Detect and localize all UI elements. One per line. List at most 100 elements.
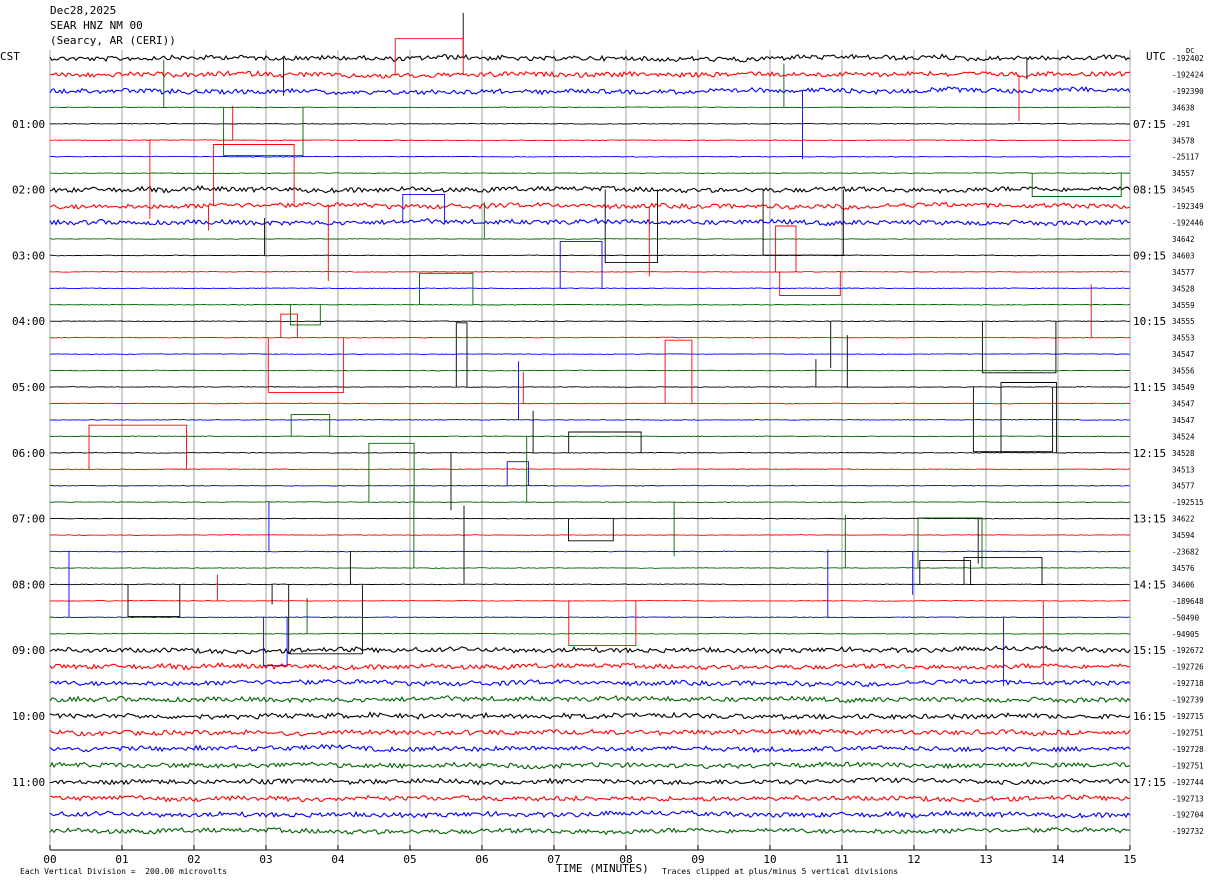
trace-25 xyxy=(49,468,1131,471)
right-hour-label-10: 17:15 xyxy=(1133,776,1166,789)
trace-32 xyxy=(49,583,1131,586)
x-tick-label-12: 12 xyxy=(907,853,920,866)
trace-29 xyxy=(49,534,1131,536)
trace-28 xyxy=(50,517,1131,520)
dc-offset-13: 34577 xyxy=(1172,268,1195,277)
clip-excursion-23 xyxy=(568,600,637,647)
trace-23 xyxy=(49,435,1131,438)
trace-20 xyxy=(49,386,1130,388)
right-hour-label-5: 12:15 xyxy=(1133,447,1166,460)
left-hour-label-3: 04:00 xyxy=(12,315,45,328)
trace-3 xyxy=(49,106,1131,109)
right-hour-label-9: 16:15 xyxy=(1133,710,1166,723)
x-tick-label-14: 14 xyxy=(1051,853,1065,866)
trace-9 xyxy=(49,201,1131,211)
trace-14 xyxy=(49,287,1131,290)
trace-5 xyxy=(49,139,1131,142)
trace-19 xyxy=(49,369,1131,372)
trace-2 xyxy=(49,85,1131,96)
trace-21 xyxy=(49,402,1130,405)
clip-excursion-59 xyxy=(455,322,468,387)
clip-excursion-5 xyxy=(506,461,530,486)
x-tick-label-3: 03 xyxy=(259,853,272,866)
x-tick-label-6: 06 xyxy=(475,853,488,866)
dc-offset-1: -192424 xyxy=(1172,70,1204,79)
dc-offset-46: -192704 xyxy=(1172,811,1204,820)
right-timezone-label: UTC xyxy=(1146,50,1166,63)
clip-excursion-30 xyxy=(981,321,1057,374)
dc-offset-4: -291 xyxy=(1172,120,1190,129)
dc-offset-12: 34603 xyxy=(1172,251,1195,260)
trace-15 xyxy=(49,303,1131,306)
clip-excursion-58 xyxy=(394,38,464,75)
dc-offset-11: 34642 xyxy=(1172,235,1195,244)
dc-offset-14: 34528 xyxy=(1172,284,1195,293)
clip-excursion-26 xyxy=(88,424,187,470)
dc-offset-33: -189648 xyxy=(1172,597,1204,606)
clip-excursion-35 xyxy=(963,557,1043,585)
left-hour-label-5: 06:00 xyxy=(12,447,45,460)
clip-excursion-45 xyxy=(604,189,658,264)
trace-16 xyxy=(49,320,1131,323)
dc-offset-10: -192446 xyxy=(1172,219,1204,228)
right-hour-label-1: 08:15 xyxy=(1133,184,1166,197)
clip-excursion-14 xyxy=(779,271,841,296)
trace-1 xyxy=(49,70,1131,79)
clip-excursion-65 xyxy=(664,339,693,404)
trace-18 xyxy=(49,353,1131,355)
right-hour-label-6: 13:15 xyxy=(1133,513,1166,526)
clip-excursion-69 xyxy=(289,304,321,326)
dc-offset-45: -192713 xyxy=(1172,794,1204,803)
x-tick-label-5: 05 xyxy=(403,853,416,866)
header-date: Dec28,2025 xyxy=(50,4,117,17)
clip-note: Traces clipped at plus/minus 5 vertical … xyxy=(662,867,899,876)
x-tick-label-8: 08 xyxy=(619,853,632,866)
trace-31 xyxy=(49,567,1130,569)
clip-excursion-17 xyxy=(280,313,298,338)
left-hour-label-2: 03:00 xyxy=(12,249,45,262)
trace-26 xyxy=(49,484,1131,487)
right-hour-label-8: 15:15 xyxy=(1133,644,1166,657)
clip-excursion-66 xyxy=(290,414,331,437)
dc-offset-31: 34576 xyxy=(1172,564,1195,573)
dc-offset-8: 34545 xyxy=(1172,186,1195,195)
dc-offset-41: -192751 xyxy=(1172,728,1204,737)
trace-47 xyxy=(49,826,1131,836)
x-tick-label-11: 11 xyxy=(835,853,848,866)
trace-4 xyxy=(49,122,1131,125)
trace-43 xyxy=(49,761,1131,770)
left-hour-label-10: 11:00 xyxy=(12,776,45,789)
clip-excursion-64 xyxy=(568,431,642,453)
clip-excursion-4 xyxy=(917,517,983,568)
dc-offset-40: -192715 xyxy=(1172,712,1204,721)
trace-45 xyxy=(49,794,1131,803)
clip-excursion-49 xyxy=(1000,382,1057,453)
trace-10 xyxy=(49,217,1131,227)
trace-0 xyxy=(49,53,1131,63)
dc-offset-25: 34513 xyxy=(1172,465,1195,474)
dc-offset-19: 34556 xyxy=(1172,367,1195,376)
dc-offset-15: 34559 xyxy=(1172,301,1195,310)
dc-offset-43: -192751 xyxy=(1172,761,1204,770)
dc-offset-23: 34524 xyxy=(1172,432,1195,441)
dc-offset-26: 34577 xyxy=(1172,482,1195,491)
trace-22 xyxy=(49,418,1131,421)
header-location: (Searcy, AR (CERI)) xyxy=(50,34,176,47)
dc-offset-38: -192718 xyxy=(1172,679,1204,688)
left-hour-label-7: 08:00 xyxy=(12,578,45,591)
left-hour-label-1: 02:00 xyxy=(12,184,45,197)
dc-offset-37: -192726 xyxy=(1172,663,1204,672)
dc-offset-36: -192672 xyxy=(1172,646,1204,655)
dc-offset-35: -94905 xyxy=(1172,630,1199,639)
trace-7 xyxy=(49,172,1131,175)
trace-24 xyxy=(50,451,1131,454)
clip-excursion-7 xyxy=(267,337,345,393)
x-tick-label-1: 01 xyxy=(115,853,128,866)
dc-offset-42: -192728 xyxy=(1172,745,1204,754)
right-hour-label-0: 07:15 xyxy=(1133,118,1166,131)
left-hour-label-9: 10:00 xyxy=(12,710,45,723)
trace-12 xyxy=(49,254,1131,257)
dc-label: DC xyxy=(1186,47,1195,55)
dc-offset-44: -192744 xyxy=(1172,778,1204,787)
